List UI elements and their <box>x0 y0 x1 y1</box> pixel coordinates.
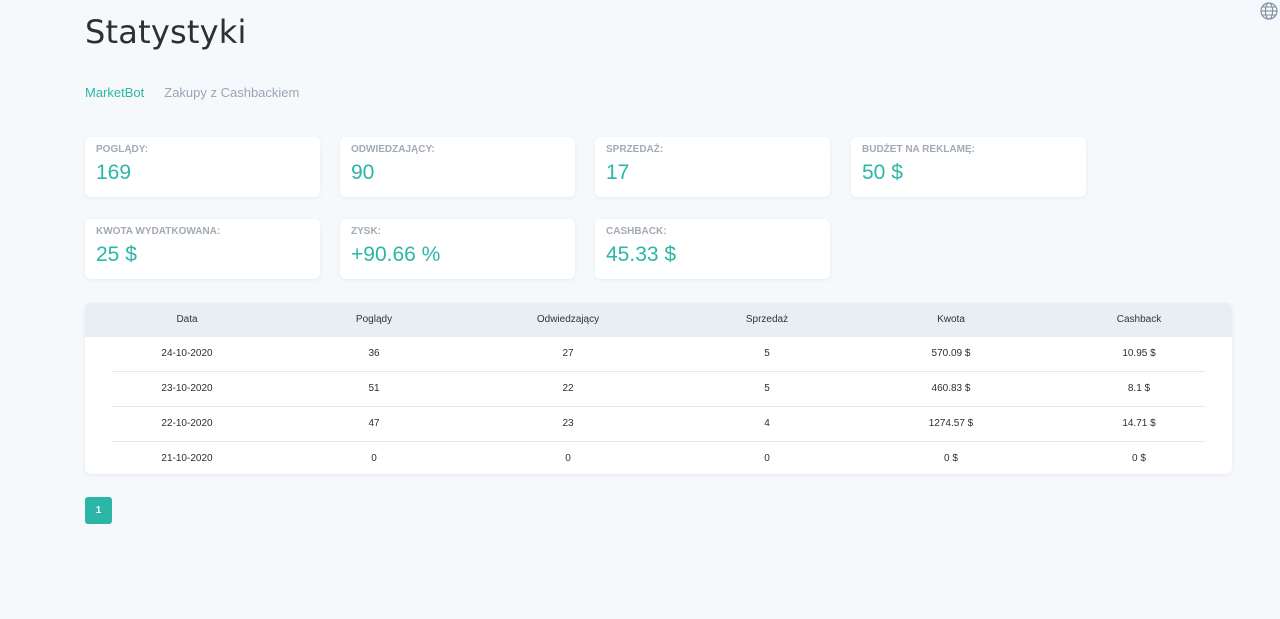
cell-cashback: 0 $ <box>1132 453 1146 464</box>
cell-cashback: 14.71 $ <box>1122 418 1156 429</box>
globe-icon[interactable] <box>1259 1 1279 21</box>
stat-card-visitors: ODWIEDZAJĄCY: 90 <box>340 137 575 197</box>
stat-label: CASHBACK: <box>606 226 667 237</box>
cell-views: 51 <box>368 383 380 394</box>
tabs: MarketBot Zakupy z Cashbackiem <box>85 85 299 100</box>
cell-sales: 5 <box>764 348 770 359</box>
cell-visitors: 0 <box>565 453 571 464</box>
tab-cashback-purchases[interactable]: Zakupy z Cashbackiem <box>164 85 300 100</box>
stat-value: 50 $ <box>862 161 903 184</box>
cell-views: 0 <box>371 453 377 464</box>
cell-views: 47 <box>368 418 380 429</box>
stat-value: 169 <box>96 161 132 184</box>
page-title: Statystyki <box>85 13 247 51</box>
stat-label: BUDŻET NA REKLAMĘ: <box>862 144 975 155</box>
stat-label: POGLĄDY: <box>96 144 149 155</box>
cell-sales: 5 <box>764 383 770 394</box>
tab-marketbot[interactable]: MarketBot <box>85 85 145 100</box>
stat-label: SPRZEDAŻ: <box>606 144 664 155</box>
cell-date: 21-10-2020 <box>161 453 213 464</box>
table-header: Data Poglądy Odwiedzający Sprzedaż Kwota… <box>85 303 1232 337</box>
stat-value: +90.66 % <box>351 243 441 266</box>
cell-sales: 4 <box>764 418 770 429</box>
stat-card-profit: ZYSK: +90.66 % <box>340 219 575 279</box>
cell-amount: 0 $ <box>944 453 958 464</box>
stat-label: ZYSK: <box>351 226 381 237</box>
stat-card-views: POGLĄDY: 169 <box>85 137 320 197</box>
cell-amount: 570.09 $ <box>931 348 971 359</box>
cell-cashback: 8.1 $ <box>1127 383 1151 394</box>
stat-card-cashback: CASHBACK: 45.33 $ <box>595 219 830 279</box>
column-header-date: Data <box>176 314 198 325</box>
stat-card-ad-budget: BUDŻET NA REKLAMĘ: 50 $ <box>851 137 1086 197</box>
stat-value: 90 <box>351 161 375 184</box>
cell-date: 22-10-2020 <box>161 418 213 429</box>
cell-visitors: 27 <box>562 348 574 359</box>
cell-views: 36 <box>368 348 380 359</box>
stat-card-spent: KWOTA WYDATKOWANA: 25 $ <box>85 219 320 279</box>
cell-amount: 1274.57 $ <box>928 418 974 429</box>
cell-cashback: 10.95 $ <box>1122 348 1156 359</box>
table-row: 21-10-2020 0 0 0 0 $ 0 $ <box>112 442 1205 474</box>
stats-table: Data Poglądy Odwiedzający Sprzedaż Kwota… <box>85 303 1232 474</box>
stat-value: 25 $ <box>96 243 137 266</box>
stat-label: KWOTA WYDATKOWANA: <box>96 226 221 237</box>
cell-sales: 0 <box>764 453 770 464</box>
column-header-cashback: Cashback <box>1116 314 1162 325</box>
table-row: 23-10-2020 51 22 5 460.83 $ 8.1 $ <box>112 372 1205 407</box>
cell-date: 23-10-2020 <box>161 383 213 394</box>
column-header-sales: Sprzedaż <box>745 314 789 325</box>
column-header-views: Poglądy <box>355 314 393 325</box>
stat-label: ODWIEDZAJĄCY: <box>351 144 435 155</box>
stat-card-sales: SPRZEDAŻ: 17 <box>595 137 830 197</box>
cell-amount: 460.83 $ <box>931 383 971 394</box>
cell-visitors: 23 <box>562 418 574 429</box>
stat-value: 17 <box>606 161 630 184</box>
stat-value: 45.33 $ <box>606 243 677 266</box>
table-row: 22-10-2020 47 23 4 1274.57 $ 14.71 $ <box>112 407 1205 442</box>
cell-date: 24-10-2020 <box>161 348 213 359</box>
column-header-amount: Kwota <box>937 314 965 325</box>
table-row: 24-10-2020 36 27 5 570.09 $ 10.95 $ <box>112 337 1205 372</box>
pagination-page-button[interactable]: 1 <box>85 497 112 524</box>
column-header-visitors: Odwiedzający <box>536 314 600 325</box>
cell-visitors: 22 <box>562 383 574 394</box>
